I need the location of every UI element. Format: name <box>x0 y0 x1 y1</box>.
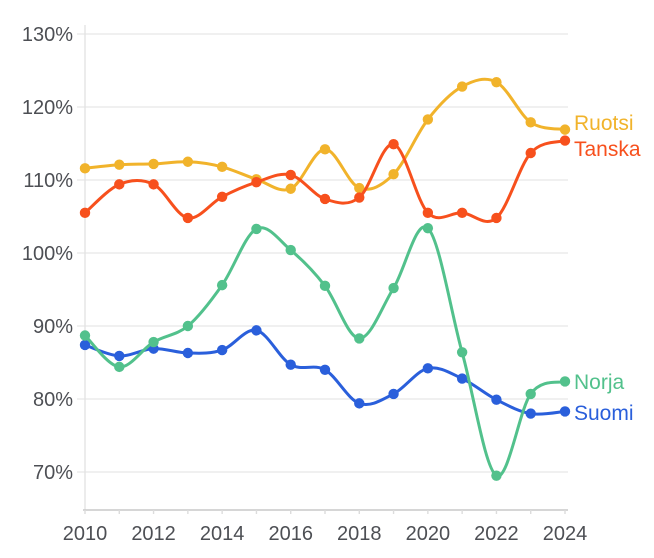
series-label-suomi: Suomi <box>574 402 634 425</box>
marker-suomi-2011[interactable] <box>114 350 125 362</box>
marker-tanska-2021[interactable] <box>456 207 468 219</box>
marker-tanska-2014[interactable] <box>216 191 228 202</box>
marker-tanska-2012[interactable] <box>148 179 159 190</box>
series-line-norja <box>83 225 567 478</box>
marker-suomi-2010[interactable] <box>79 339 91 351</box>
y-tick-label-90: 90% <box>33 316 73 338</box>
marker-suomi-2019[interactable] <box>388 388 399 400</box>
series-line-ruotsi <box>83 77 567 192</box>
series-label-ruotsi: Ruotsi <box>574 112 634 135</box>
y-tick-label-130: 130% <box>22 24 73 46</box>
marker-tanska-2019[interactable] <box>388 139 399 150</box>
marker-norja-2012[interactable] <box>148 336 159 348</box>
x-tick-label-2016: 2016 <box>268 523 313 545</box>
marker-suomi-2017[interactable] <box>319 364 331 375</box>
series-label-tanska: Tanska <box>574 138 641 161</box>
marker-ruotsi-2024[interactable] <box>559 124 571 135</box>
marker-norja-2023[interactable] <box>525 388 536 400</box>
y-tick-label-70: 70% <box>33 462 73 484</box>
marker-ruotsi-2011[interactable] <box>114 159 125 170</box>
marker-ruotsi-2018[interactable] <box>354 182 365 194</box>
marker-norja-2020[interactable] <box>422 222 434 234</box>
marker-norja-2024[interactable] <box>559 376 571 387</box>
marker-ruotsi-2016[interactable] <box>285 183 296 194</box>
marker-suomi-2018[interactable] <box>354 398 365 409</box>
marker-norja-2018[interactable] <box>354 333 365 344</box>
marker-tanska-2022[interactable] <box>491 212 502 224</box>
marker-tanska-2010[interactable] <box>79 207 91 219</box>
marker-ruotsi-2023[interactable] <box>525 117 536 128</box>
marker-tanska-2011[interactable] <box>114 179 125 190</box>
marker-ruotsi-2010[interactable] <box>79 163 91 174</box>
marker-norja-2022[interactable] <box>491 470 502 481</box>
marker-norja-2013[interactable] <box>182 320 194 332</box>
y-tick-label-120: 120% <box>22 97 73 119</box>
marker-ruotsi-2022[interactable] <box>491 76 502 88</box>
x-tick-label-2024: 2024 <box>543 523 588 545</box>
marker-suomi-2021[interactable] <box>456 373 468 384</box>
marker-tanska-2016[interactable] <box>285 169 296 181</box>
marker-tanska-2024[interactable] <box>559 135 571 146</box>
x-tick-label-2014: 2014 <box>200 523 245 545</box>
marker-norja-2010[interactable] <box>79 330 91 341</box>
marker-norja-2014[interactable] <box>216 279 228 291</box>
marker-tanska-2015[interactable] <box>251 176 262 188</box>
x-tick-label-2022: 2022 <box>474 523 519 545</box>
y-tick-label-110: 110% <box>23 170 73 192</box>
marker-norja-2015[interactable] <box>251 223 262 235</box>
marker-ruotsi-2014[interactable] <box>216 161 228 173</box>
x-tick-label-2010: 2010 <box>63 523 108 545</box>
marker-ruotsi-2012[interactable] <box>148 158 159 170</box>
marker-suomi-2020[interactable] <box>422 363 434 374</box>
marker-ruotsi-2013[interactable] <box>182 156 194 167</box>
marker-norja-2017[interactable] <box>319 280 331 292</box>
x-tick-label-2020: 2020 <box>406 523 451 545</box>
marker-tanska-2017[interactable] <box>319 193 331 205</box>
x-tick-label-2012: 2012 <box>131 523 176 545</box>
marker-suomi-2014[interactable] <box>216 344 228 356</box>
marker-suomi-2023[interactable] <box>525 408 536 419</box>
y-tick-label-100: 100% <box>22 243 73 265</box>
marker-suomi-2022[interactable] <box>491 394 502 405</box>
marker-tanska-2020[interactable] <box>422 207 434 219</box>
marker-tanska-2023[interactable] <box>525 147 536 159</box>
marker-suomi-2024[interactable] <box>559 406 571 417</box>
series-label-norja: Norja <box>574 371 625 394</box>
marker-norja-2016[interactable] <box>285 244 296 256</box>
marker-norja-2019[interactable] <box>388 282 399 294</box>
y-tick-label-80: 80% <box>33 389 73 411</box>
marker-tanska-2013[interactable] <box>182 212 194 224</box>
marker-suomi-2013[interactable] <box>182 347 194 359</box>
marker-ruotsi-2017[interactable] <box>319 144 331 155</box>
marker-ruotsi-2019[interactable] <box>388 168 399 180</box>
marker-ruotsi-2020[interactable] <box>422 114 434 125</box>
marker-ruotsi-2021[interactable] <box>456 81 468 92</box>
marker-suomi-2015[interactable] <box>251 325 262 336</box>
x-tick-label-2018: 2018 <box>337 523 382 545</box>
marker-suomi-2016[interactable] <box>285 359 296 370</box>
marker-tanska-2018[interactable] <box>354 192 365 203</box>
marker-norja-2011[interactable] <box>114 361 125 373</box>
marker-norja-2021[interactable] <box>456 347 468 358</box>
